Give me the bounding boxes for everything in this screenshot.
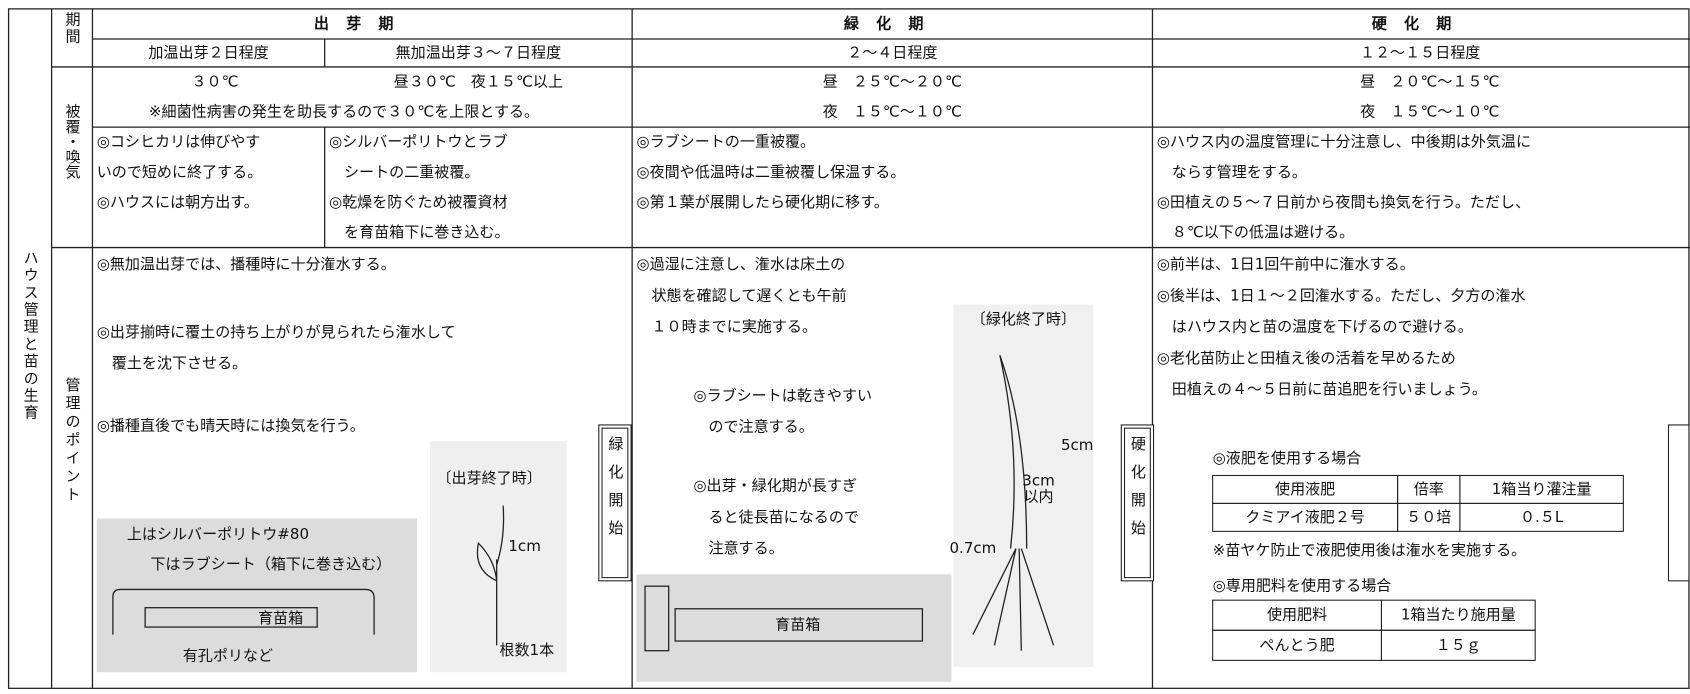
management-text: ◎過湿に注意し、潅水は床土の: [636, 255, 845, 273]
period: １２～１５日程度: [1360, 43, 1480, 61]
marker-box: [1120, 424, 1155, 582]
side-label: ハウス管理と苗の生育: [22, 250, 40, 422]
management-text: 状態を確認して遅くとも午前: [636, 286, 846, 304]
figure-label: 上はシルバーポリトウ#80: [127, 525, 309, 543]
management-text: ◎無加温出芽では、播種時に十分潅水する。: [97, 255, 396, 273]
row-label: 管理のポイント: [64, 377, 82, 505]
table-cell-text: ぺんとう肥: [1259, 636, 1334, 654]
management-text: ◎前半は、1日1回午前中に潅水する。: [1157, 255, 1415, 273]
stage-title: 硬化期: [1372, 14, 1469, 32]
table-cell: [1380, 629, 1536, 661]
figure-label: 根数1本: [499, 641, 554, 659]
figure-label: 3cm: [1022, 471, 1055, 489]
table-cell-text: ０.５L: [1520, 508, 1564, 526]
table-cell-text: 使用液肥: [1275, 480, 1335, 498]
temperature: 昼 ２５℃～２０℃: [823, 72, 962, 90]
table-cell-text: ５０培: [1406, 508, 1451, 526]
table-cell-text: 倍率: [1414, 480, 1444, 498]
figure-image: [96, 518, 418, 673]
figure-image: [430, 441, 567, 673]
covering-text: ◎夜間や低温時は二重被覆し保温する。: [636, 163, 905, 181]
figure-label: 有孔ポリなど: [183, 647, 273, 665]
period: 無加温出芽３～７日程度: [396, 43, 562, 61]
covering-text: を育苗箱下に巻き込む。: [329, 223, 510, 241]
figure-drawing: [674, 608, 924, 642]
marker-box: [1667, 424, 1690, 582]
marker-box: [598, 424, 632, 582]
note: ※苗ヤケ防止で液肥使用後は潅水を実施する。: [1213, 541, 1527, 559]
temperature: ※細菌性病害の発生を助長するので３０℃を上限とする。: [149, 103, 539, 121]
management-text: ◎ラブシートは乾きやすい: [693, 386, 872, 404]
management-text: ◎播種直後でも晴天時には換気を行う。: [97, 417, 365, 435]
figure-drawing: [144, 607, 318, 628]
management-text: ◎後半は、1日１～２回潅水する。ただし、夕方の潅水: [1157, 286, 1526, 304]
covering-text: ◎田植えの５～７日前から夜間も換気を行う。ただし、: [1157, 193, 1530, 211]
covering-text: ◎ハウスには朝方出す。: [97, 193, 259, 211]
table-cell-text: 1箱当たり施用量: [1401, 606, 1516, 624]
figure-image: [636, 574, 952, 682]
temperature: 夜 １５℃～１０℃: [1360, 103, 1499, 121]
covering-text: ◎第１葉が展開したら硬化期に移す。: [636, 193, 888, 211]
covering-text: ならす管理をする。: [1157, 163, 1307, 181]
management-text: 覆土を沈下させる。: [97, 354, 247, 372]
management-text: 注意する。: [693, 539, 783, 557]
subheading: ◎液肥を使用する場合: [1213, 449, 1362, 467]
management-text: ると徒長苗になるので: [693, 508, 859, 526]
table-cell: [1459, 502, 1624, 532]
stage-title: 緑化期: [844, 14, 941, 32]
figure-drawing: [972, 354, 1055, 651]
row-label: 被覆・喚気: [64, 103, 82, 179]
management-text: ◎出芽・緑化期が長すぎ: [693, 477, 857, 495]
marker-box: [1123, 427, 1151, 579]
start-marker: 緑化開始: [606, 436, 624, 548]
management-text: はハウス内と苗の温度を下げるので避ける。: [1157, 318, 1473, 336]
subheading: ◎専用肥料を使用する場合: [1213, 577, 1392, 595]
management-text: 田植えの４～５日前に苗追肥を行いましょう。: [1157, 380, 1487, 398]
start-marker-boxes: [598, 424, 1690, 582]
temperature: 夜 １５℃～１０℃: [823, 103, 962, 121]
management-text: ◎老化苗防止と田植え後の活着を早めるため: [1157, 349, 1456, 367]
figure-label: 以内: [1023, 487, 1053, 505]
marker-box: [601, 427, 629, 579]
covering-text: ◎コシヒカリは伸びやす: [97, 133, 261, 151]
management-text: １０時までに実施する。: [636, 318, 817, 336]
covering-text: ◎シルバーポリトウとラブ: [329, 133, 508, 151]
figure-drawing: [476, 505, 505, 646]
covering-text: ◎ラブシートの一重被覆。: [636, 133, 815, 151]
row-label: 期間: [64, 11, 82, 45]
start-marker: 硬化開始: [1129, 436, 1147, 548]
temperature: 昼３０℃ 夜１５℃以上: [394, 72, 563, 90]
outer-border: [7, 8, 1690, 689]
covering-text: ◎乾燥を防ぐため被覆資材: [329, 193, 508, 211]
figure-label: 〔緑化終了時〕: [971, 310, 1076, 328]
figure-drawing: [112, 588, 375, 635]
figure-label: 育苗箱: [258, 609, 303, 627]
stage-title: 出芽期: [314, 14, 411, 32]
period: ２～４日程度: [847, 43, 937, 61]
management-text: ◎出芽揃時に覆土の持ち上がりが見られたら潅水して: [97, 323, 456, 341]
table-cell-text: １５ｇ: [1436, 636, 1481, 654]
covering-text: ８℃以下の低温は避ける。: [1157, 223, 1354, 241]
table-cell-text: 1箱当り灌注量: [1492, 480, 1592, 498]
figure-label: 0.7cm: [949, 539, 996, 557]
figure-label: 5cm: [1061, 436, 1094, 454]
covering-text: ◎ハウス内の温度管理に十分注意し、中後期は外気温に: [1157, 133, 1531, 151]
figure-drawing: [644, 585, 670, 652]
temperature: ３０℃: [192, 72, 239, 90]
period: 加温出芽２日程度: [148, 43, 268, 61]
figure-label: 育苗箱: [775, 615, 820, 633]
management-text: ので注意する。: [693, 418, 813, 436]
temperature: 昼 ２０℃～１５℃: [1360, 72, 1499, 90]
covering-text: いので短めに終了する。: [97, 163, 263, 181]
table-cell-text: クミアイ液肥２号: [1245, 508, 1365, 526]
figure-label: 1cm: [508, 537, 541, 555]
covering-text: シートの二重被覆。: [329, 163, 479, 181]
figure-image: [953, 304, 1094, 667]
figure-label: 下はラブシート（箱下に巻き込む）: [151, 555, 392, 573]
table-cell-text: 使用肥料: [1267, 606, 1327, 624]
figures: [96, 304, 1094, 682]
figure-label: 〔出芽終了時〕: [436, 469, 541, 487]
